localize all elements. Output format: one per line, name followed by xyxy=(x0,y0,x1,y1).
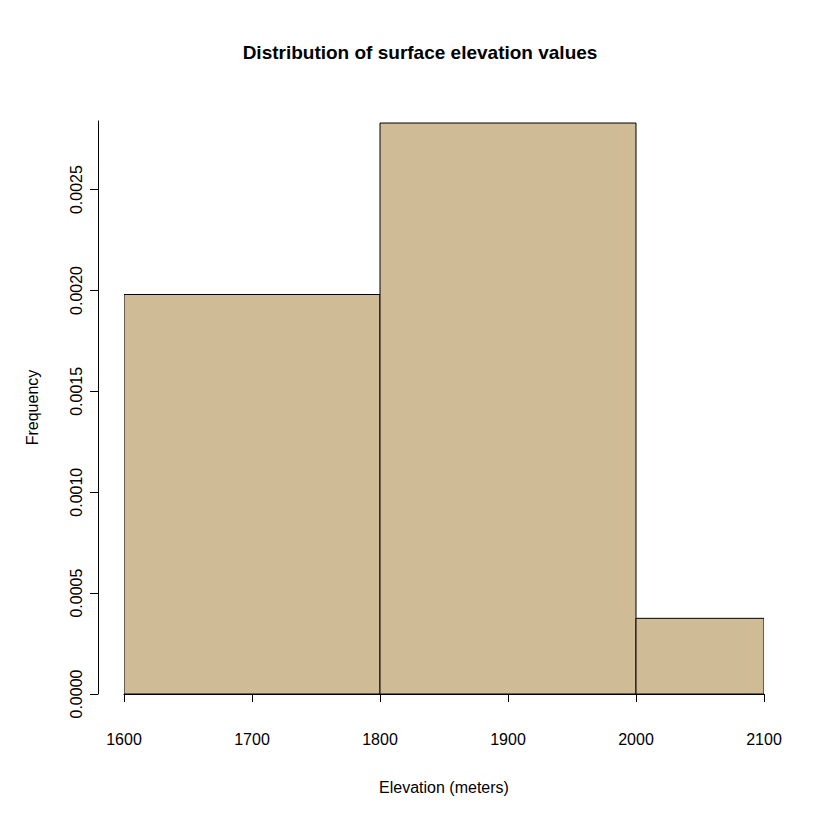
svg-text:0.0005: 0.0005 xyxy=(68,569,85,618)
svg-text:2100: 2100 xyxy=(746,731,782,748)
svg-text:0.0000: 0.0000 xyxy=(68,669,85,718)
svg-text:1700: 1700 xyxy=(234,731,270,748)
svg-text:Elevation (meters): Elevation (meters) xyxy=(379,779,509,796)
svg-text:0.0015: 0.0015 xyxy=(68,367,85,416)
svg-text:2000: 2000 xyxy=(618,731,654,748)
svg-text:1600: 1600 xyxy=(106,731,142,748)
svg-text:0.0025: 0.0025 xyxy=(68,165,85,214)
svg-text:0.0020: 0.0020 xyxy=(68,266,85,315)
svg-text:1900: 1900 xyxy=(490,731,526,748)
svg-text:1800: 1800 xyxy=(362,731,398,748)
svg-text:Distribution of surface elevat: Distribution of surface elevation values xyxy=(243,42,598,63)
svg-text:Frequency: Frequency xyxy=(24,370,41,446)
svg-text:0.0010: 0.0010 xyxy=(68,468,85,517)
